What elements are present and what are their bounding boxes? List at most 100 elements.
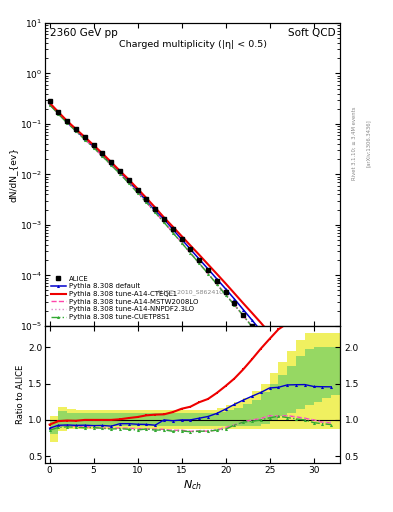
Y-axis label: Ratio to ALICE: Ratio to ALICE bbox=[16, 365, 25, 424]
ALICE bbox=[223, 289, 228, 295]
ALICE bbox=[232, 300, 237, 306]
Pythia 8.308 tune-A14-MSTW2008LO bbox=[320, 415, 325, 421]
Pythia 8.308 tune-CUETP8S1 bbox=[153, 209, 158, 216]
Pythia 8.308 tune-A14-MSTW2008LO bbox=[171, 229, 175, 236]
Pythia 8.308 tune-A14-CTEQL1 bbox=[73, 126, 78, 132]
Pythia 8.308 tune-A14-MSTW2008LO bbox=[91, 144, 96, 151]
Pythia 8.308 default bbox=[311, 394, 316, 400]
Pythia 8.308 tune-CUETP8S1 bbox=[320, 415, 325, 421]
Pythia 8.308 tune-A14-CTEQL1 bbox=[109, 159, 114, 165]
Pythia 8.308 tune-A14-MSTW2008LO bbox=[329, 426, 334, 433]
ALICE bbox=[73, 126, 78, 132]
Pythia 8.308 tune-A14-NNPDF2.3LO bbox=[267, 345, 272, 351]
ALICE bbox=[259, 335, 263, 341]
Pythia 8.308 tune-A14-NNPDF2.3LO bbox=[320, 415, 325, 421]
Text: [arXiv:1306.3436]: [arXiv:1306.3436] bbox=[366, 119, 371, 167]
Pythia 8.308 tune-A14-CTEQL1 bbox=[250, 310, 254, 316]
Pythia 8.308 tune-A14-CTEQL1 bbox=[135, 186, 140, 192]
Legend: ALICE, Pythia 8.308 default, Pythia 8.308 tune-A14-CTEQL1, Pythia 8.308 tune-A14: ALICE, Pythia 8.308 default, Pythia 8.30… bbox=[49, 273, 200, 322]
Pythia 8.308 tune-A14-MSTW2008LO bbox=[259, 334, 263, 340]
Pythia 8.308 default bbox=[267, 338, 272, 345]
Pythia 8.308 tune-A14-CTEQL1 bbox=[223, 281, 228, 287]
Pythia 8.308 tune-A14-MSTW2008LO bbox=[83, 136, 87, 142]
Pythia 8.308 tune-A14-NNPDF2.3LO bbox=[179, 240, 184, 246]
Pythia 8.308 default bbox=[285, 360, 290, 367]
Pythia 8.308 tune-A14-CTEQL1 bbox=[65, 118, 70, 124]
ALICE bbox=[118, 168, 122, 174]
Pythia 8.308 default bbox=[241, 306, 246, 312]
ALICE bbox=[241, 312, 246, 318]
Pythia 8.308 tune-A14-MSTW2008LO bbox=[118, 170, 122, 177]
Pythia 8.308 default bbox=[135, 188, 140, 194]
Pythia 8.308 tune-CUETP8S1 bbox=[83, 137, 87, 143]
Pythia 8.308 tune-A14-MSTW2008LO bbox=[294, 379, 298, 386]
Pythia 8.308 tune-A14-CTEQL1 bbox=[294, 361, 298, 368]
Pythia 8.308 tune-CUETP8S1 bbox=[302, 392, 307, 398]
Pythia 8.308 default bbox=[109, 161, 114, 167]
Pythia 8.308 tune-CUETP8S1 bbox=[91, 144, 96, 151]
Line: Pythia 8.308 tune-CUETP8S1: Pythia 8.308 tune-CUETP8S1 bbox=[48, 103, 332, 432]
ALICE bbox=[109, 159, 114, 165]
Pythia 8.308 tune-A14-MSTW2008LO bbox=[109, 162, 114, 168]
Pythia 8.308 tune-CUETP8S1 bbox=[329, 427, 334, 433]
Pythia 8.308 tune-A14-CTEQL1 bbox=[144, 195, 149, 201]
Pythia 8.308 tune-A14-MSTW2008LO bbox=[179, 240, 184, 246]
Pythia 8.308 tune-A14-CTEQL1 bbox=[56, 109, 61, 115]
Pythia 8.308 tune-A14-MSTW2008LO bbox=[285, 368, 290, 374]
Pythia 8.308 tune-A14-CTEQL1 bbox=[153, 204, 158, 210]
ALICE bbox=[56, 109, 61, 115]
Pythia 8.308 tune-A14-CTEQL1 bbox=[47, 100, 52, 106]
Pythia 8.308 tune-A14-MSTW2008LO bbox=[241, 312, 246, 318]
Pythia 8.308 tune-CUETP8S1 bbox=[162, 219, 166, 225]
Pythia 8.308 tune-A14-MSTW2008LO bbox=[47, 101, 52, 108]
Pythia 8.308 default bbox=[91, 144, 96, 150]
Pythia 8.308 tune-CUETP8S1 bbox=[311, 403, 316, 410]
ALICE bbox=[276, 358, 281, 364]
ALICE bbox=[127, 177, 131, 183]
Line: Pythia 8.308 default: Pythia 8.308 default bbox=[48, 102, 332, 422]
Pythia 8.308 tune-A14-NNPDF2.3LO bbox=[285, 368, 290, 374]
Text: Soft QCD: Soft QCD bbox=[288, 28, 336, 37]
Pythia 8.308 tune-A14-NNPDF2.3LO bbox=[100, 153, 105, 159]
Text: Charged multiplicity (|η| < 0.5): Charged multiplicity (|η| < 0.5) bbox=[119, 40, 266, 49]
Pythia 8.308 tune-CUETP8S1 bbox=[232, 302, 237, 308]
ALICE bbox=[215, 278, 219, 284]
ALICE bbox=[65, 118, 70, 124]
Pythia 8.308 tune-A14-NNPDF2.3LO bbox=[259, 334, 263, 340]
Pythia 8.308 tune-A14-NNPDF2.3LO bbox=[223, 291, 228, 297]
Pythia 8.308 tune-A14-CTEQL1 bbox=[91, 142, 96, 148]
Pythia 8.308 tune-A14-MSTW2008LO bbox=[153, 209, 158, 215]
Pythia 8.308 tune-A14-NNPDF2.3LO bbox=[73, 128, 78, 134]
Pythia 8.308 tune-A14-NNPDF2.3LO bbox=[294, 379, 298, 386]
ALICE bbox=[320, 414, 325, 420]
Pythia 8.308 tune-A14-MSTW2008LO bbox=[188, 250, 193, 256]
ALICE bbox=[162, 216, 166, 222]
Pythia 8.308 tune-CUETP8S1 bbox=[276, 357, 281, 363]
Text: 2360 GeV pp: 2360 GeV pp bbox=[50, 28, 118, 37]
Pythia 8.308 default bbox=[179, 236, 184, 242]
Pythia 8.308 tune-A14-MSTW2008LO bbox=[100, 153, 105, 159]
Pythia 8.308 tune-A14-MSTW2008LO bbox=[232, 302, 237, 308]
ALICE bbox=[144, 196, 149, 202]
Pythia 8.308 default bbox=[73, 127, 78, 134]
ALICE bbox=[302, 392, 307, 398]
Pythia 8.308 tune-CUETP8S1 bbox=[100, 153, 105, 159]
Pythia 8.308 default bbox=[56, 110, 61, 116]
Pythia 8.308 tune-A14-NNPDF2.3LO bbox=[215, 281, 219, 287]
ALICE bbox=[311, 402, 316, 409]
Pythia 8.308 default bbox=[276, 350, 281, 356]
Pythia 8.308 tune-A14-MSTW2008LO bbox=[206, 270, 210, 276]
Pythia 8.308 tune-A14-NNPDF2.3LO bbox=[65, 120, 70, 126]
Pythia 8.308 default bbox=[100, 152, 105, 158]
Pythia 8.308 tune-CUETP8S1 bbox=[188, 250, 193, 256]
Pythia 8.308 tune-A14-MSTW2008LO bbox=[127, 180, 131, 186]
X-axis label: $N_{ch}$: $N_{ch}$ bbox=[183, 478, 202, 492]
Pythia 8.308 tune-CUETP8S1 bbox=[197, 260, 202, 266]
Pythia 8.308 default bbox=[65, 119, 70, 125]
Pythia 8.308 tune-A14-MSTW2008LO bbox=[56, 111, 61, 117]
ALICE bbox=[188, 246, 193, 252]
Pythia 8.308 tune-CUETP8S1 bbox=[118, 171, 122, 177]
ALICE bbox=[206, 267, 210, 273]
Pythia 8.308 tune-A14-NNPDF2.3LO bbox=[56, 111, 61, 117]
Pythia 8.308 default bbox=[329, 417, 334, 423]
